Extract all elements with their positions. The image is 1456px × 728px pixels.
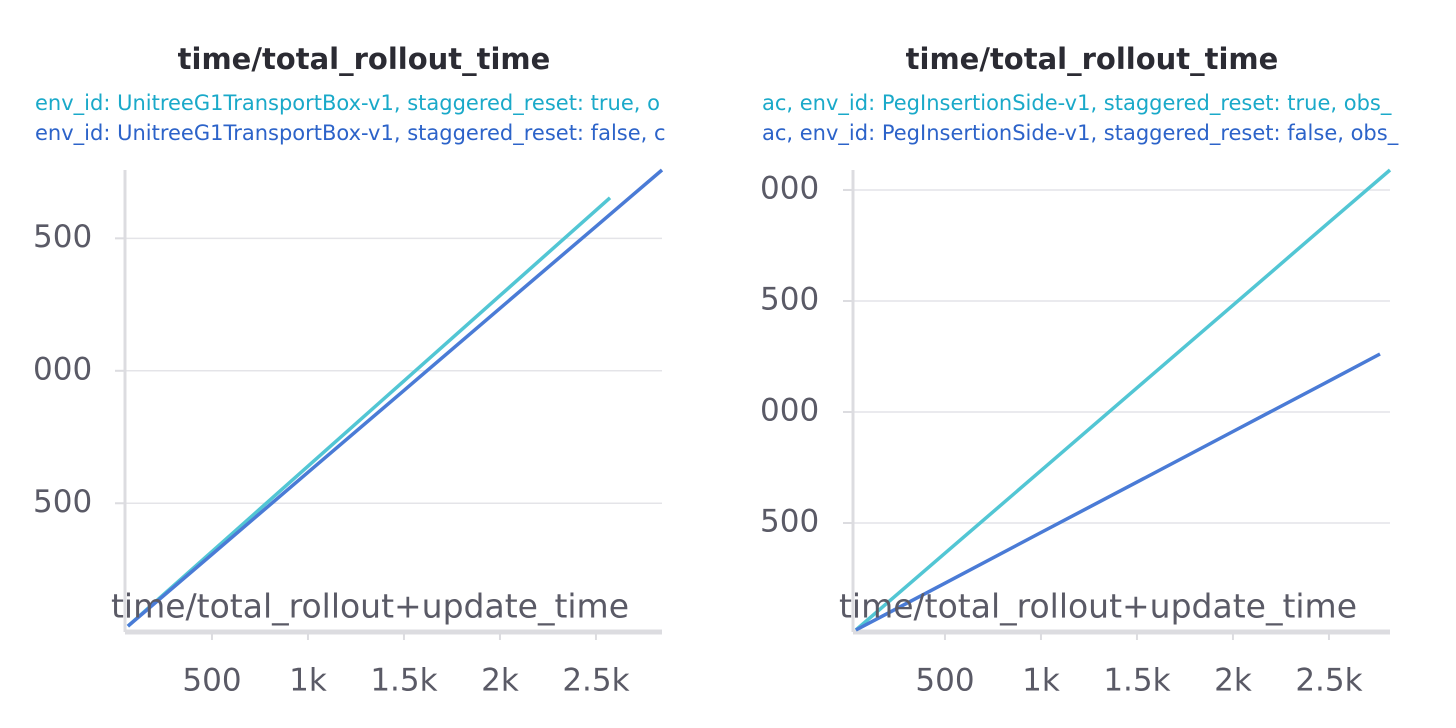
chart-panel: time/total_rollout_time ac, env_id: PegIn… [760, 42, 1399, 699]
x-tick-label: 2.5k [1295, 663, 1362, 699]
x-axis-label: time/total_rollout+update_time [839, 587, 1357, 626]
x-tick-label: 1.5k [1103, 663, 1170, 699]
y-tick-label: 000 [33, 351, 92, 387]
series-line [855, 352, 1381, 632]
y-tick-label: 500 [760, 281, 819, 317]
y-tick-label: 000 [760, 392, 819, 428]
legend-entry: env_id: UnitreeG1TransportBox-v1, stagge… [35, 121, 666, 146]
legend-entry: env_id: UnitreeG1TransportBox-v1, stagge… [35, 91, 660, 116]
series-line [126, 168, 664, 628]
x-tick-label: 2.5k [562, 663, 629, 699]
chart-title: time/total_rollout_time [906, 42, 1279, 76]
x-tick-label: 500 [915, 663, 974, 699]
legend-entry: ac, env_id: PegInsertionSide-v1, stagger… [762, 91, 1392, 116]
x-tick-label: 500 [182, 663, 241, 699]
x-axis-label: time/total_rollout+update_time [111, 587, 629, 626]
x-tick-label: 1k [289, 663, 327, 699]
series-line [854, 168, 1392, 632]
chart-panel: time/total_rollout_time env_id: UnitreeG1… [33, 42, 666, 699]
y-tick-label: 500 [33, 484, 92, 520]
legend-entry: ac, env_id: PegInsertionSide-v1, stagger… [762, 121, 1399, 146]
y-tick-label: 000 [760, 170, 819, 206]
series-line [126, 196, 612, 628]
y-tick-label: 500 [760, 503, 819, 539]
y-tick-label: 500 [33, 219, 92, 255]
x-tick-label: 1k [1022, 663, 1060, 699]
x-tick-label: 1.5k [370, 663, 437, 699]
chart-title: time/total_rollout_time [178, 42, 551, 76]
x-tick-label: 2k [1214, 663, 1252, 699]
x-tick-label: 2k [481, 663, 519, 699]
